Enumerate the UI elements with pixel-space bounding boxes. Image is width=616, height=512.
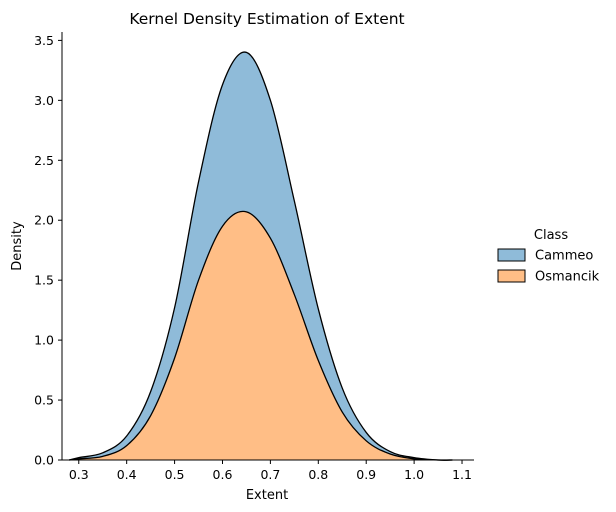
y-tick-label: 2.5: [34, 153, 54, 168]
legend-swatch-osmancik: [497, 269, 526, 283]
x-tick-label: 1.0: [404, 467, 424, 482]
area-osmancik: [69, 211, 453, 461]
y-tick-label: 3.5: [34, 33, 54, 48]
legend: Class Cammeo Osmancik: [497, 228, 600, 285]
legend-title: Class: [534, 228, 568, 243]
outline-osmancik: [69, 210, 453, 461]
y-tick-label: 1.5: [34, 273, 54, 288]
x-tick-label: 0.6: [213, 467, 233, 482]
x-tick-label: 1.1: [452, 467, 472, 482]
y-tick-label: 3.0: [34, 93, 54, 108]
x-tick-label: 0.3: [69, 467, 89, 482]
chart-title: Kernel Density Estimation of Extent: [129, 10, 404, 28]
legend-label-osmancik: Osmancik: [535, 270, 600, 285]
x-axis-label: Extent: [246, 488, 288, 503]
y-tick-label: 1.0: [34, 333, 54, 348]
legend-label-cammeo: Cammeo: [535, 249, 593, 264]
y-tick-label: 0.5: [34, 393, 54, 408]
outline-cammeo: [69, 51, 453, 461]
x-tick-label: 0.4: [117, 467, 137, 482]
x-tick-label: 0.5: [165, 467, 185, 482]
legend-swatch-cammeo: [497, 248, 526, 262]
y-axis-label: Density: [10, 221, 25, 271]
x-tick-label: 0.8: [308, 467, 328, 482]
y-tick-label: 0.0: [34, 453, 54, 468]
y-tick-label: 2.0: [34, 213, 54, 228]
plot-area: [69, 51, 453, 461]
axes: 0.3 0.4 0.5 0.6 0.7 0.8 0.9 1.0 1.1 0.0 0.5 1.0 1.5 2…: [34, 32, 474, 482]
x-tick-label: 0.9: [356, 467, 376, 482]
x-tick-label: 0.7: [260, 467, 280, 482]
